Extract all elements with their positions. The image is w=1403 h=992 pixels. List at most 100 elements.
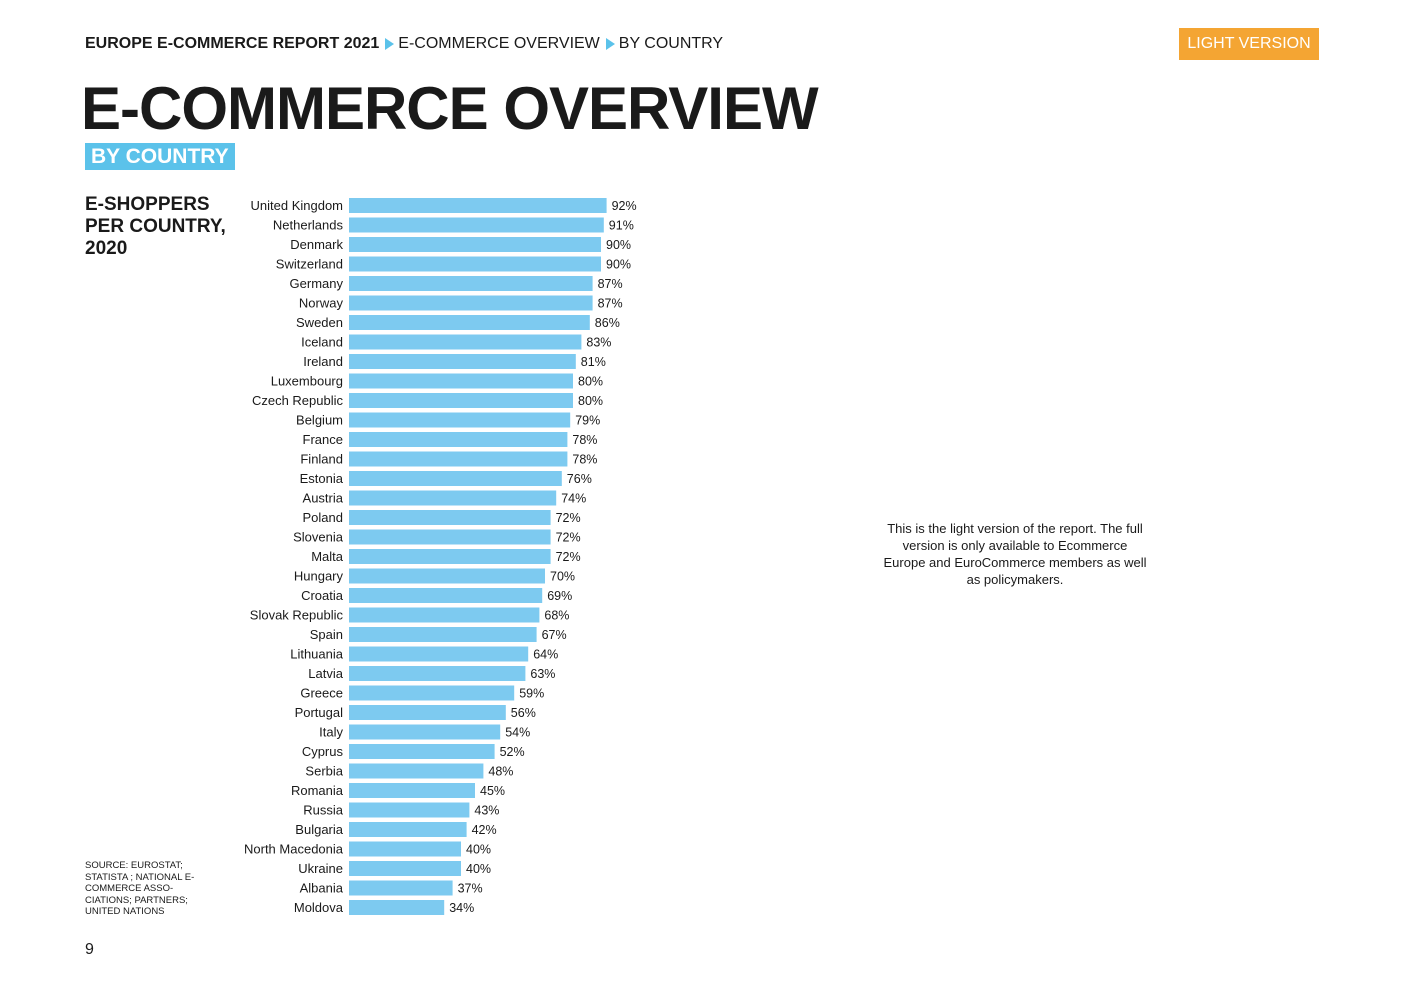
data-label: 90% <box>606 238 631 252</box>
bar <box>349 646 529 662</box>
data-label: 34% <box>449 901 474 915</box>
category-label: United Kingdom <box>251 198 344 213</box>
data-label: 78% <box>572 453 597 467</box>
category-label: Italy <box>319 725 343 740</box>
bar <box>349 724 501 740</box>
bar <box>349 334 582 350</box>
category-label: Bulgaria <box>295 822 343 837</box>
data-label: 83% <box>586 336 611 350</box>
data-label: 72% <box>556 511 581 525</box>
category-label: Poland <box>303 510 343 525</box>
page-title: E-COMMERCE OVERVIEW <box>81 75 819 142</box>
bar <box>349 373 573 389</box>
bar <box>349 861 461 876</box>
data-label: 80% <box>578 375 603 389</box>
category-label: Slovak Republic <box>250 608 344 623</box>
category-label: Serbia <box>305 764 343 779</box>
category-label: Switzerland <box>276 257 343 272</box>
data-label: 37% <box>458 882 483 896</box>
bar <box>349 256 601 272</box>
data-label: 64% <box>533 648 558 662</box>
data-label: 87% <box>598 277 623 291</box>
bar <box>349 471 562 486</box>
bar <box>349 841 461 857</box>
category-label: North Macedonia <box>244 842 344 857</box>
data-label: 69% <box>547 589 572 603</box>
breadcrumb-report: EUROPE E-COMMERCE REPORT 2021 <box>85 35 380 52</box>
data-label: 92% <box>612 199 637 213</box>
data-label: 48% <box>488 765 513 779</box>
category-label: Ireland <box>303 354 343 369</box>
data-label: 80% <box>578 394 603 408</box>
category-label: Belgium <box>296 413 343 428</box>
bar <box>349 763 484 779</box>
bar <box>349 880 453 896</box>
category-label: Austria <box>303 491 344 506</box>
category-label: Lithuania <box>290 647 344 662</box>
triangle-right-icon <box>385 38 395 50</box>
category-label: Malta <box>311 549 344 564</box>
bar <box>349 393 573 408</box>
bar <box>349 802 470 818</box>
bar <box>349 588 543 603</box>
category-label: Spain <box>310 627 343 642</box>
data-label: 63% <box>530 667 555 681</box>
data-label: 40% <box>466 862 491 876</box>
bar <box>349 685 515 701</box>
bar <box>349 627 537 642</box>
bar <box>349 666 526 681</box>
bar <box>349 412 571 428</box>
data-label: 72% <box>556 531 581 545</box>
bar <box>349 237 601 252</box>
bar <box>349 549 551 564</box>
data-label: 87% <box>598 297 623 311</box>
subtitle-badge: BY COUNTRY <box>85 143 235 170</box>
data-label: 52% <box>500 745 525 759</box>
bar <box>349 744 495 759</box>
bar <box>349 432 568 447</box>
data-label: 56% <box>511 706 536 720</box>
data-label: 70% <box>550 570 575 584</box>
bar <box>349 510 551 525</box>
source-note: SOURCE: EUROSTAT; STATISTA ; NATIONAL E-… <box>85 860 195 917</box>
data-label: 54% <box>505 726 530 740</box>
data-label: 43% <box>474 804 499 818</box>
bar <box>349 354 576 369</box>
bar <box>349 607 540 623</box>
data-label: 72% <box>556 550 581 564</box>
data-label: 91% <box>609 219 634 233</box>
category-label: Portugal <box>295 705 344 720</box>
category-label: Croatia <box>301 588 344 603</box>
category-label: Netherlands <box>273 218 344 233</box>
data-label: 81% <box>581 355 606 369</box>
bar <box>349 490 557 506</box>
data-label: 40% <box>466 843 491 857</box>
category-label: Iceland <box>301 335 343 350</box>
category-label: Albania <box>300 881 344 896</box>
bar <box>349 529 551 545</box>
category-label: Ukraine <box>298 861 343 876</box>
light-version-badge: LIGHT VERSION <box>1179 28 1319 60</box>
data-label: 78% <box>572 433 597 447</box>
data-label: 45% <box>480 784 505 798</box>
category-label: Romania <box>291 783 344 798</box>
data-label: 86% <box>595 316 620 330</box>
triangle-right-icon <box>605 38 615 50</box>
category-label: Norway <box>299 296 344 311</box>
breadcrumb-page: BY COUNTRY <box>618 35 724 52</box>
category-label: Denmark <box>290 237 343 252</box>
data-label: 74% <box>561 492 586 506</box>
category-label: Luxembourg <box>271 374 343 389</box>
category-label: Slovenia <box>293 530 344 545</box>
data-label: 59% <box>519 687 544 701</box>
category-label: Greece <box>300 686 343 701</box>
category-label: Finland <box>300 452 343 467</box>
bar <box>349 276 593 291</box>
data-label: 42% <box>472 823 497 837</box>
category-label: Latvia <box>308 666 343 681</box>
data-label: 79% <box>575 414 600 428</box>
data-label: 90% <box>606 258 631 272</box>
chart-heading: E-SHOPPERS PER COUNTRY, 2020 <box>85 194 226 259</box>
category-label: Germany <box>290 276 344 291</box>
